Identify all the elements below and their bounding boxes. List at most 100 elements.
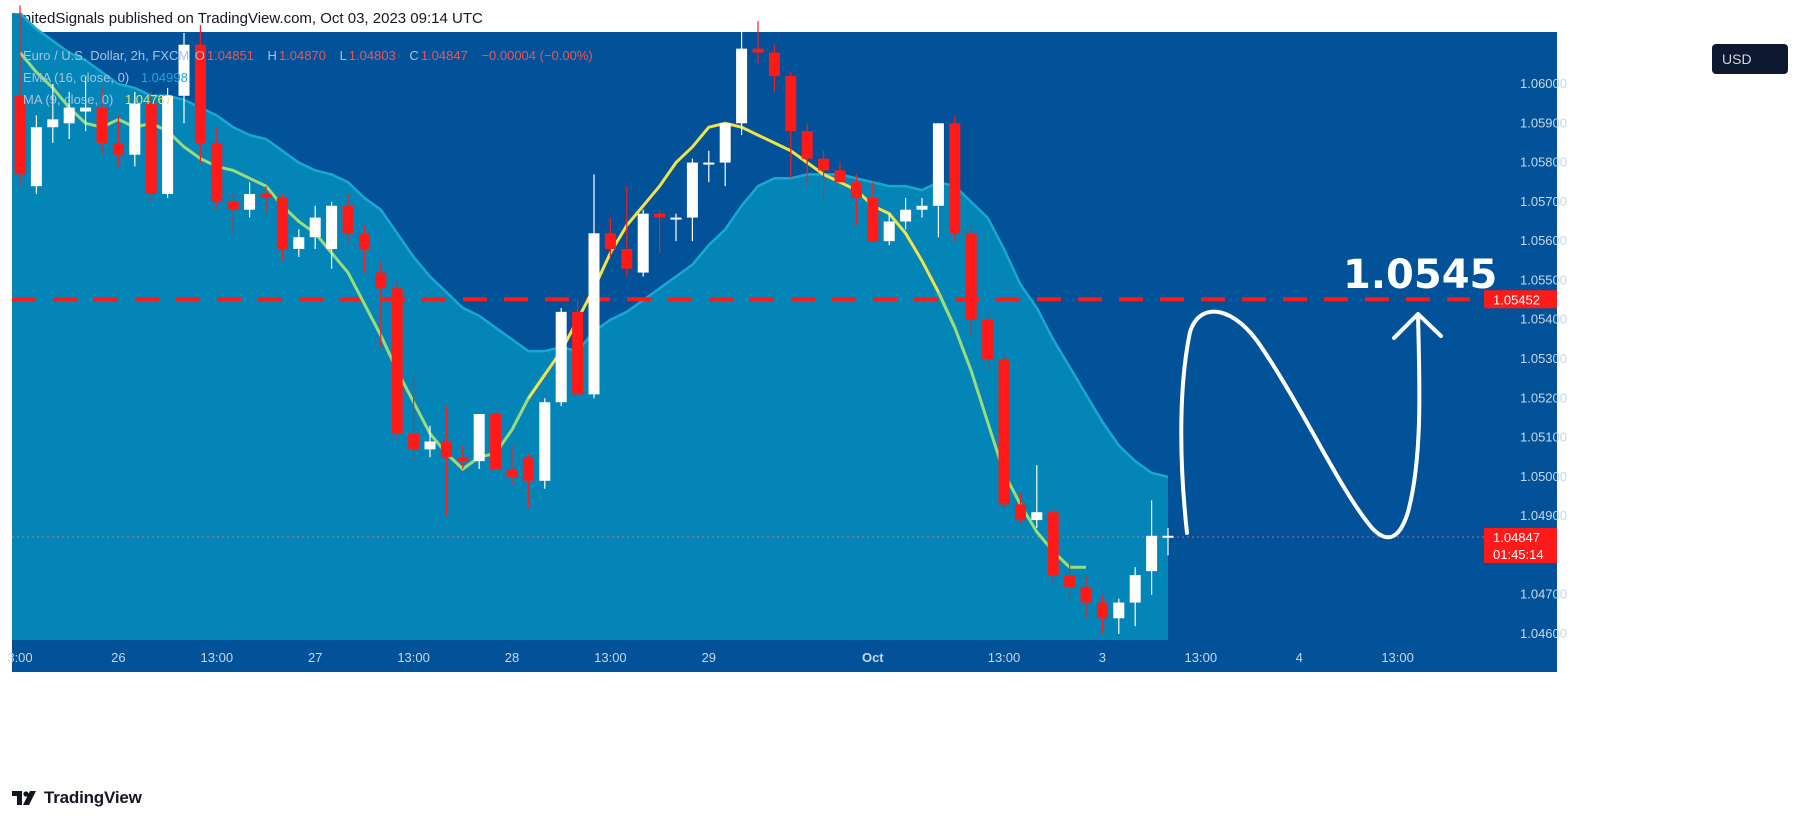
candle-20 xyxy=(342,194,354,242)
candle-body xyxy=(752,48,764,53)
countdown-text: 01:45:14 xyxy=(1493,547,1544,562)
tradingview-logo[interactable]: TradingView xyxy=(12,787,142,809)
candle-53 xyxy=(883,213,895,246)
candle-2 xyxy=(47,84,59,143)
candle-15 xyxy=(260,186,272,214)
candle-body xyxy=(276,197,288,249)
candle-body xyxy=(162,95,174,194)
candle-body xyxy=(883,221,895,242)
candle-3 xyxy=(63,91,75,139)
candle-body xyxy=(96,107,108,143)
candle-34 xyxy=(572,300,584,395)
candle-51 xyxy=(850,174,862,226)
candle-body xyxy=(326,205,338,249)
candle-14 xyxy=(244,182,256,218)
candle-56 xyxy=(932,123,944,238)
candle-body xyxy=(1146,535,1158,572)
x-tick-label: 4 xyxy=(1296,650,1303,665)
y-tick-label: 1.04900 xyxy=(1520,508,1567,523)
price-axis-background xyxy=(1484,32,1557,672)
legend-ema-row: EMA (16, close, 0) 1.04998 xyxy=(23,70,190,85)
y-tick-label: 1.05700 xyxy=(1520,194,1567,209)
candle-6 xyxy=(112,115,124,167)
x-tick-label: Oct xyxy=(862,650,884,665)
x-tick-label: 13:00 xyxy=(988,650,1021,665)
candle-body xyxy=(63,107,75,124)
y-tick-label: 1.05200 xyxy=(1520,390,1567,405)
legend-ma-value: 1.04767 xyxy=(124,92,172,107)
x-tick-label: 13:00 xyxy=(397,650,430,665)
candle-body xyxy=(949,123,961,234)
candle-60 xyxy=(998,355,1010,509)
candle-body xyxy=(1047,512,1059,576)
candle-7 xyxy=(129,91,141,167)
candle-62 xyxy=(1031,465,1043,528)
candle-body xyxy=(375,272,387,289)
candle-11 xyxy=(194,25,206,163)
candle-43 xyxy=(719,123,731,187)
candle-37 xyxy=(621,186,633,277)
x-tick-label: 3 xyxy=(1099,650,1106,665)
candle-body xyxy=(900,209,912,222)
currency-button[interactable]: USD xyxy=(1712,44,1788,74)
legend-high-label: H xyxy=(267,48,277,63)
candle-52 xyxy=(867,182,879,242)
candle-body xyxy=(194,44,206,143)
candle-body xyxy=(1031,512,1043,521)
candle-58 xyxy=(965,225,977,336)
x-tick-label: 3:00 xyxy=(7,650,32,665)
x-tick-label: 26 xyxy=(111,650,125,665)
candle-body xyxy=(768,52,780,77)
candle-body xyxy=(932,123,944,206)
candle-body xyxy=(834,170,846,183)
x-tick-label: 13:00 xyxy=(1185,650,1218,665)
plot-area xyxy=(12,5,1484,672)
candle-body xyxy=(342,205,354,234)
forecast-arrow-path xyxy=(1179,309,1422,540)
candle-69 xyxy=(1146,500,1158,595)
candle-28 xyxy=(473,414,485,469)
candle-30 xyxy=(506,445,518,485)
candle-body xyxy=(801,131,813,159)
candle-body xyxy=(654,213,666,218)
candle-body xyxy=(539,402,551,481)
candle-body xyxy=(145,103,157,194)
candle-1 xyxy=(30,115,42,194)
candle-16 xyxy=(276,194,288,261)
candle-body xyxy=(1064,575,1076,587)
ma-line-segment-2 xyxy=(937,291,1086,569)
x-tick-label: 29 xyxy=(702,650,716,665)
candle-body xyxy=(30,127,42,187)
legend-low-label: L xyxy=(339,48,347,63)
candle-66 xyxy=(1096,594,1108,634)
time-axis: 3:00 26 13:00 27 13:00 28 13:00 29 Oct 13:00 3 13:0… xyxy=(7,650,1414,665)
candle-body xyxy=(211,142,223,202)
candle-17 xyxy=(293,229,305,257)
candle-body xyxy=(588,233,600,395)
candle-33 xyxy=(555,307,567,407)
x-tick-label: 28 xyxy=(505,650,519,665)
annotations: 1.0545 xyxy=(1179,252,1497,540)
candle-23 xyxy=(391,280,403,442)
legend-ema-value: 1.04998 xyxy=(140,70,188,85)
candle-27 xyxy=(457,445,469,469)
legend-low: 1.04803 xyxy=(348,48,396,63)
candle-body xyxy=(1162,535,1174,538)
candle-body xyxy=(1096,602,1108,619)
candle-body xyxy=(785,76,797,132)
candle-body xyxy=(473,414,485,462)
candle-55 xyxy=(916,197,928,218)
y-tick-label: 1.04700 xyxy=(1520,587,1567,602)
tradingview-logo-icon xyxy=(12,791,36,805)
legend-open-label: O xyxy=(194,48,205,63)
candle-24 xyxy=(408,374,420,462)
candle-68 xyxy=(1129,567,1141,627)
candle-67 xyxy=(1113,598,1125,634)
candle-body xyxy=(867,197,879,242)
candle-body xyxy=(555,311,567,403)
legend-high: 1.04870 xyxy=(278,48,326,63)
candle-body xyxy=(637,213,649,273)
candle-body xyxy=(1129,575,1141,603)
